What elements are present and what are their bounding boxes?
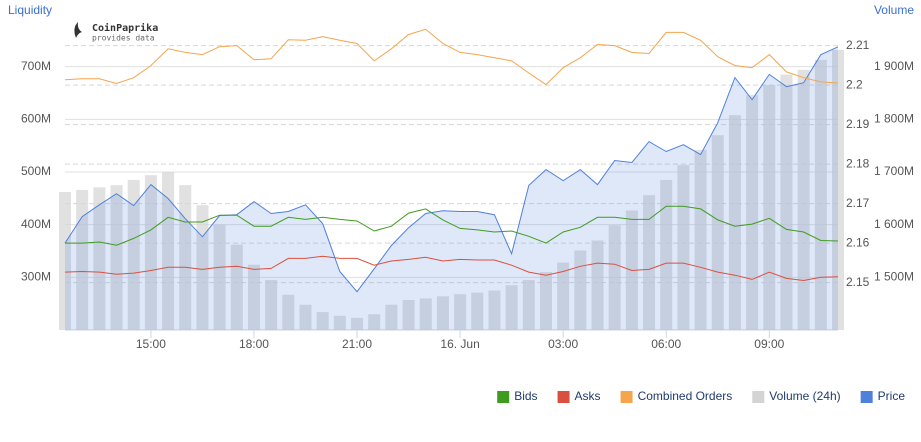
price-line <box>64 46 839 293</box>
volume-bar <box>316 312 329 330</box>
volume-bar <box>505 285 518 330</box>
volume-bar <box>419 298 432 330</box>
legend-swatch <box>752 391 765 403</box>
legend-swatch <box>860 391 873 403</box>
y-tick-label: 300M <box>21 270 51 284</box>
volume-bar <box>58 192 72 330</box>
volume-bar <box>110 185 123 330</box>
volume-bar <box>162 172 175 330</box>
legend-label[interactable]: Price <box>878 389 906 403</box>
volume-bar <box>797 69 810 331</box>
x-tick-label: 18:00 <box>239 337 269 351</box>
volume-bar <box>144 175 157 330</box>
watermark-title: CoinPaprika <box>92 22 158 34</box>
y2-tick-label: 2.2 <box>846 77 863 91</box>
legend-label[interactable]: Volume (24h) <box>769 389 840 403</box>
y3-tick-label: 1 800M <box>874 112 914 126</box>
series-line <box>64 255 839 282</box>
price-area <box>65 46 838 331</box>
legend-label[interactable]: Asks <box>575 389 601 403</box>
volume-bar <box>660 179 673 330</box>
y2-tick-label: 2.21 <box>846 38 870 52</box>
y3-tick-label: 1 500M <box>874 270 914 284</box>
y2-tick-label: 2.18 <box>846 156 870 170</box>
volume-bar <box>333 315 346 330</box>
legend-swatch <box>497 391 510 403</box>
y2-tick-label: 2.16 <box>846 235 870 249</box>
volume-bar <box>643 195 656 330</box>
legend-swatch <box>620 391 633 403</box>
y-tick-label: 700M <box>21 59 51 73</box>
x-tick-label: 16. Jun <box>440 337 479 351</box>
volume-bar <box>780 74 793 330</box>
y-tick-label: 500M <box>21 164 51 178</box>
volume-bar <box>196 205 209 330</box>
y2-tick-label: 2.17 <box>846 196 870 210</box>
y3-axis-title: Volume <box>874 3 914 17</box>
watermark-subtitle: provides data <box>92 34 155 43</box>
watermark-logo <box>74 22 82 38</box>
legend-swatch <box>557 391 570 403</box>
series-line <box>64 28 839 86</box>
y3-tick-label: 1 600M <box>874 217 914 231</box>
volume-bar <box>351 317 364 330</box>
y2-tick-label: 2.15 <box>846 275 870 289</box>
volume-bar <box>831 49 845 331</box>
volume-bar <box>282 294 295 330</box>
volume-bar <box>539 272 552 330</box>
volume-bar <box>608 225 621 330</box>
volume-bar <box>557 262 570 330</box>
volume-bar <box>746 95 759 331</box>
y3-tick-label: 1 900M <box>874 59 914 73</box>
legend-label[interactable]: Combined Orders <box>638 389 733 403</box>
volume-bar <box>711 135 724 330</box>
legend-label[interactable]: Bids <box>514 389 537 403</box>
volume-bar <box>213 224 226 330</box>
x-tick-label: 06:00 <box>651 337 681 351</box>
volume-bar <box>247 264 260 330</box>
volume-bar <box>127 179 140 330</box>
x-tick-label: 21:00 <box>342 337 372 351</box>
volume-bar <box>265 279 278 330</box>
volume-bar <box>93 187 106 330</box>
volume-bar <box>574 250 587 330</box>
volume-bar <box>436 296 449 330</box>
volume-bar <box>402 299 415 330</box>
volume-bar <box>488 290 501 330</box>
y2-tick-label: 2.19 <box>846 117 870 131</box>
y-tick-label: 600M <box>21 112 51 126</box>
x-tick-label: 15:00 <box>136 337 166 351</box>
volume-bar <box>454 294 467 330</box>
x-tick-label: 03:00 <box>548 337 578 351</box>
volume-bar <box>522 279 535 330</box>
volume-bar <box>763 85 776 330</box>
y3-tick-label: 1 700M <box>874 164 914 178</box>
y-axis-title: Liquidity <box>8 3 52 17</box>
volume-bar <box>368 314 381 330</box>
volume-bar <box>76 189 89 330</box>
series-line <box>65 205 839 246</box>
volume-bar <box>471 292 484 330</box>
y-tick-label: 400M <box>21 217 51 231</box>
volume-bar <box>299 304 312 330</box>
volume-bar <box>385 304 398 330</box>
volume-bar <box>694 149 707 330</box>
volume-bar <box>814 59 827 330</box>
x-tick-label: 09:00 <box>754 337 784 351</box>
